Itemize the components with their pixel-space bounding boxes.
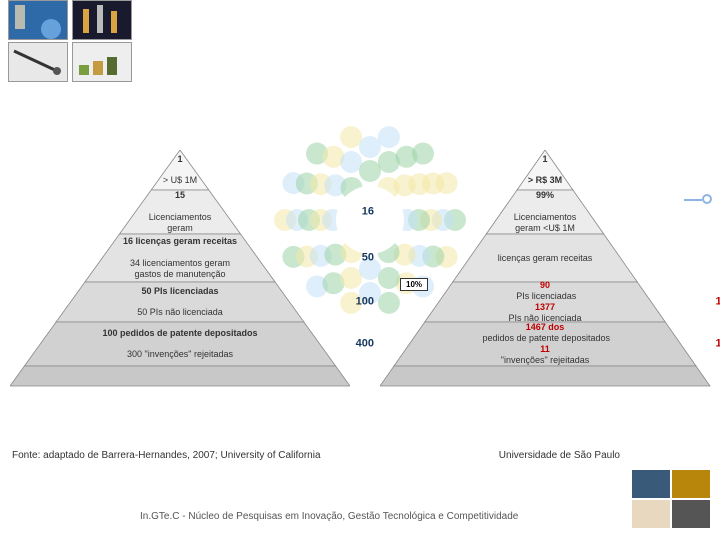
thumbnail-grid — [8, 0, 138, 82]
thumb-2 — [72, 0, 132, 40]
pyramid-tier-1: 15Licenciamentosgeram 16 — [10, 190, 350, 234]
footer-text: In.GTe.C - Núcleo de Pesquisas em Inovaç… — [140, 511, 518, 522]
ten-percent-badge: 10% — [400, 278, 428, 291]
thumb-4 — [72, 42, 132, 82]
thumb-1 — [8, 0, 68, 40]
connector-circle — [702, 194, 712, 204]
source-left: Fonte: adaptado de Barrera-Hernandes, 20… — [12, 450, 321, 461]
pyramid-tier-3: 90 PIs licenciadas1377 PIs não licenciad… — [380, 282, 710, 322]
pyramid-tier-3: 50 PIs licenciadas50 PIs não licenciada1… — [10, 282, 350, 322]
pyramid-tier-0: 1> U$ 1M — [10, 150, 350, 190]
footer-photos — [632, 470, 712, 530]
pyramid-tier-1: 99%Licenciamentosgeram <U$ 1M50 — [380, 190, 710, 234]
diagram-area: 1> U$ 1M15Licenciamentosgeram 1616 licen… — [10, 150, 710, 430]
connector-line — [684, 199, 702, 201]
source-right: Universidade de São Paulo — [499, 450, 620, 461]
thumb-3 — [8, 42, 68, 82]
pyramid-tier-4: 1467 dos pedidos de patente depositados1… — [380, 322, 710, 366]
pyramid-tier-0: 1> R$ 3M16 — [380, 150, 710, 190]
pyramid-tier-2: licenças geram receitas — [380, 234, 710, 282]
pyramid-tier-5 — [380, 366, 710, 386]
pyramid-tier-2: 16 licenças geram receitas34 licenciamen… — [10, 234, 350, 282]
pyramid-tier-4: 100 pedidos de patente depositados300 "i… — [10, 322, 350, 366]
pyramid-tier-5 — [10, 366, 350, 386]
